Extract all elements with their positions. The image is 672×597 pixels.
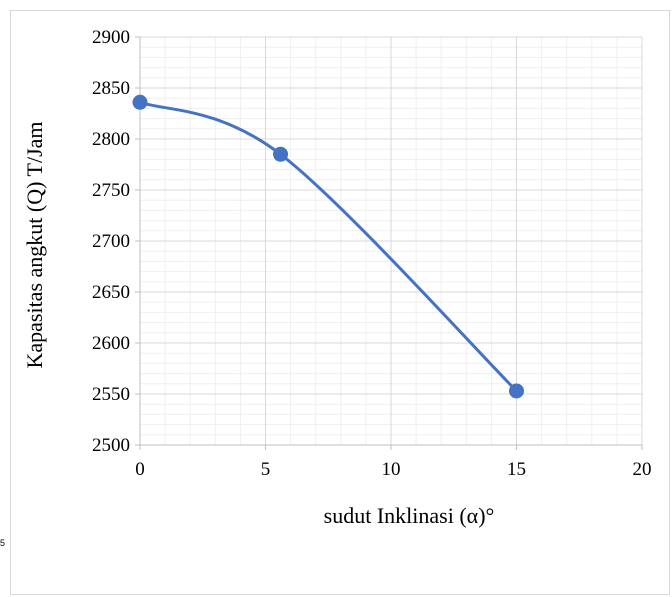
y-tick-label: 2850 — [92, 78, 130, 99]
y-tick-label: 2700 — [92, 231, 130, 252]
y-tick-label: 2750 — [92, 180, 130, 201]
series-line — [138, 100, 518, 393]
data-point-marker — [273, 146, 289, 162]
x-tick-label: 10 — [382, 459, 401, 480]
major-gridlines — [140, 36, 643, 445]
x-axis-title: sudut Inklinasi (α)° — [324, 503, 495, 528]
data-point-marker — [509, 383, 524, 399]
y-tick-label: 2550 — [92, 384, 130, 405]
y-tick-label: 2800 — [92, 129, 130, 150]
y-tick-labels: 2500 2550 2600 2650 2700 2750 2800 2850 2900 — [92, 27, 130, 456]
x-tick-label: 5 — [261, 459, 271, 480]
x-tick-label: 15 — [507, 459, 526, 480]
x-tick-label: 0 — [135, 459, 145, 480]
y-tick-label: 2650 — [92, 282, 130, 303]
series-group — [132, 94, 524, 399]
y-axis-title: Kapasitas angkut (Q) T/Jam — [22, 121, 47, 368]
x-tick-labels: 0 5 10 15 20 — [135, 459, 651, 480]
y-tick-label: 2600 — [92, 333, 130, 354]
data-point-marker — [132, 94, 148, 110]
y-tick-label: 2500 — [92, 435, 130, 456]
axes — [135, 36, 643, 450]
x-tick-label: 20 — [633, 459, 652, 480]
y-tick-label: 2900 — [92, 27, 130, 48]
stray-footnote-mark: 5 — [0, 538, 6, 548]
